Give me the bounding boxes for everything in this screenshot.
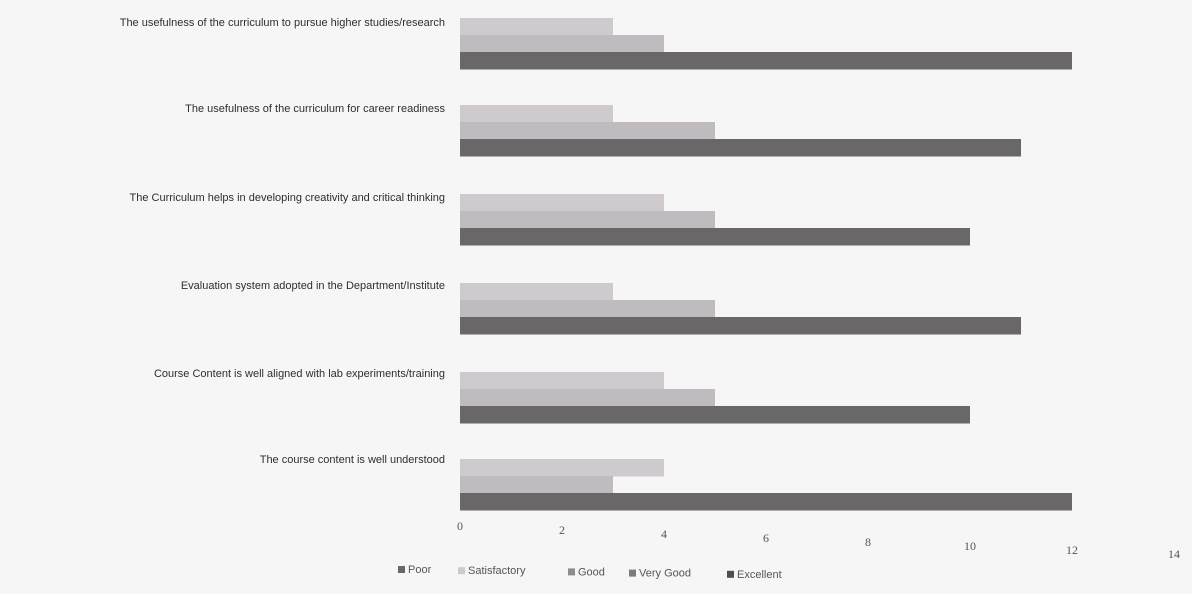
bar-excellent-0	[460, 52, 1072, 70]
bar-satisfactory-4	[460, 372, 664, 390]
bar-good-5	[460, 476, 613, 494]
bar-good-4	[460, 389, 715, 407]
legend-swatch-excellent	[727, 570, 734, 578]
x-axis-ticks: 0 2 4 6 8 10 12 14	[457, 519, 1180, 561]
bar-satisfactory-1	[460, 105, 613, 123]
bar-satisfactory-3	[460, 283, 613, 301]
bar-excellent-4	[460, 406, 970, 424]
x-tick-label-0: 0	[457, 519, 463, 533]
legend: Poor Satisfactory Good Very Good Excellent	[398, 564, 782, 581]
category-label-5: The course content is well understood	[260, 454, 445, 466]
category-label-0: The usefulness of the curriculum to purs…	[120, 17, 445, 29]
legend-label-poor: Poor	[408, 564, 432, 576]
legend-label-very-good: Very Good	[639, 568, 691, 580]
x-tick-label-2: 2	[559, 523, 565, 537]
bar-excellent-3	[460, 317, 1021, 335]
x-tick-label-4: 4	[661, 527, 667, 541]
legend-swatch-very-good	[629, 569, 636, 577]
legend-label-good: Good	[578, 566, 605, 578]
bar-satisfactory-0	[460, 18, 613, 36]
x-tick-label-8: 8	[865, 535, 871, 549]
legend-label-satisfactory: Satisfactory	[468, 565, 526, 577]
bar-good-3	[460, 300, 715, 318]
x-tick-label-14: 14	[1168, 547, 1180, 561]
legend-swatch-poor	[398, 566, 405, 573]
bars-layer	[460, 18, 1072, 511]
bar-excellent-5	[460, 493, 1072, 511]
bar-excellent-2	[460, 228, 970, 246]
legend-swatch-satisfactory	[458, 567, 465, 575]
bar-satisfactory-5	[460, 459, 664, 477]
x-tick-label-12: 12	[1066, 543, 1078, 557]
legend-swatch-good	[568, 568, 575, 576]
bar-good-1	[460, 122, 715, 140]
x-tick-label-10: 10	[964, 539, 976, 553]
category-labels: The usefulness of the curriculum to purs…	[120, 17, 446, 466]
bar-good-2	[460, 211, 715, 229]
category-label-2: The Curriculum helps in developing creat…	[130, 192, 445, 204]
category-label-1: The usefulness of the curriculum for car…	[185, 103, 445, 115]
bar-good-0	[460, 35, 664, 53]
legend-label-excellent: Excellent	[737, 569, 782, 581]
category-label-3: Evaluation system adopted in the Departm…	[181, 280, 445, 292]
x-tick-label-6: 6	[763, 531, 769, 545]
bar-excellent-1	[460, 139, 1021, 157]
category-label-4: Course Content is well aligned with lab …	[154, 368, 445, 380]
bar-satisfactory-2	[460, 194, 664, 212]
